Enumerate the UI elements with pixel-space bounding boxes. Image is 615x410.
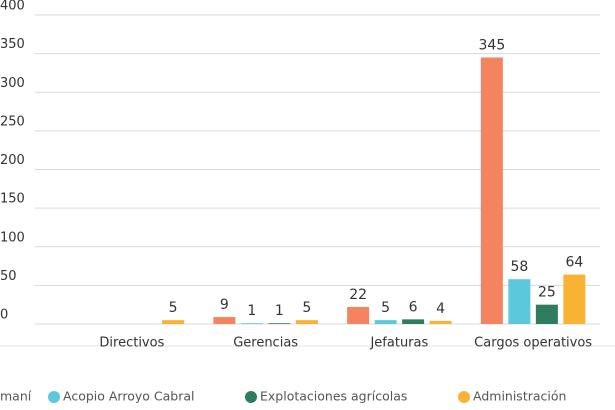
- y-tick-label: 300: [0, 76, 25, 91]
- value-label: 22: [349, 287, 367, 303]
- value-label: 9: [220, 297, 229, 313]
- value-label: 345: [479, 37, 506, 53]
- bar: [213, 317, 236, 324]
- legend-label: Explotaciones agrícolas: [260, 389, 407, 404]
- y-tick-label: 400: [0, 0, 25, 14]
- legend-label: Acopio Arroyo Cabral: [63, 389, 194, 404]
- bar: [240, 323, 263, 324]
- bar: [162, 320, 185, 324]
- bar: [402, 319, 425, 324]
- legend-label: maní: [0, 389, 32, 404]
- x-tick-label: Cargos operativos: [474, 336, 592, 351]
- value-label: 64: [565, 255, 583, 271]
- value-label: 58: [510, 259, 528, 275]
- y-tick-label: 50: [0, 269, 17, 284]
- legend-swatch: [48, 391, 60, 403]
- value-label: 6: [409, 299, 418, 315]
- legend-swatch: [245, 391, 257, 403]
- value-label: 25: [538, 285, 556, 301]
- bar: [268, 323, 291, 324]
- bar: [347, 307, 370, 324]
- x-tick-label: Directivos: [99, 336, 164, 351]
- bar: [480, 57, 503, 325]
- bar: [374, 320, 397, 324]
- y-tick-label: 100: [0, 230, 25, 245]
- y-tick-label: 200: [0, 153, 25, 168]
- y-tick-label: 150: [0, 192, 25, 207]
- y-tick-label: 0: [0, 308, 8, 323]
- bar: [429, 320, 452, 324]
- legend-swatch: [458, 391, 470, 403]
- x-tick-label: Gerencias: [233, 336, 298, 351]
- value-label: 5: [381, 300, 390, 316]
- bar: [295, 320, 318, 324]
- value-label: 1: [275, 303, 284, 319]
- legend-label: Administración: [473, 389, 566, 404]
- bar: [563, 274, 586, 324]
- value-label: 5: [169, 300, 178, 316]
- value-label: 4: [436, 301, 445, 317]
- value-label: 5: [302, 300, 311, 316]
- y-tick-label: 250: [0, 114, 25, 129]
- bar: [508, 279, 531, 324]
- value-label: 1: [247, 303, 256, 319]
- y-tick-label: 350: [0, 37, 25, 52]
- x-tick-label: Jefaturas: [369, 336, 428, 351]
- bar: [535, 304, 558, 324]
